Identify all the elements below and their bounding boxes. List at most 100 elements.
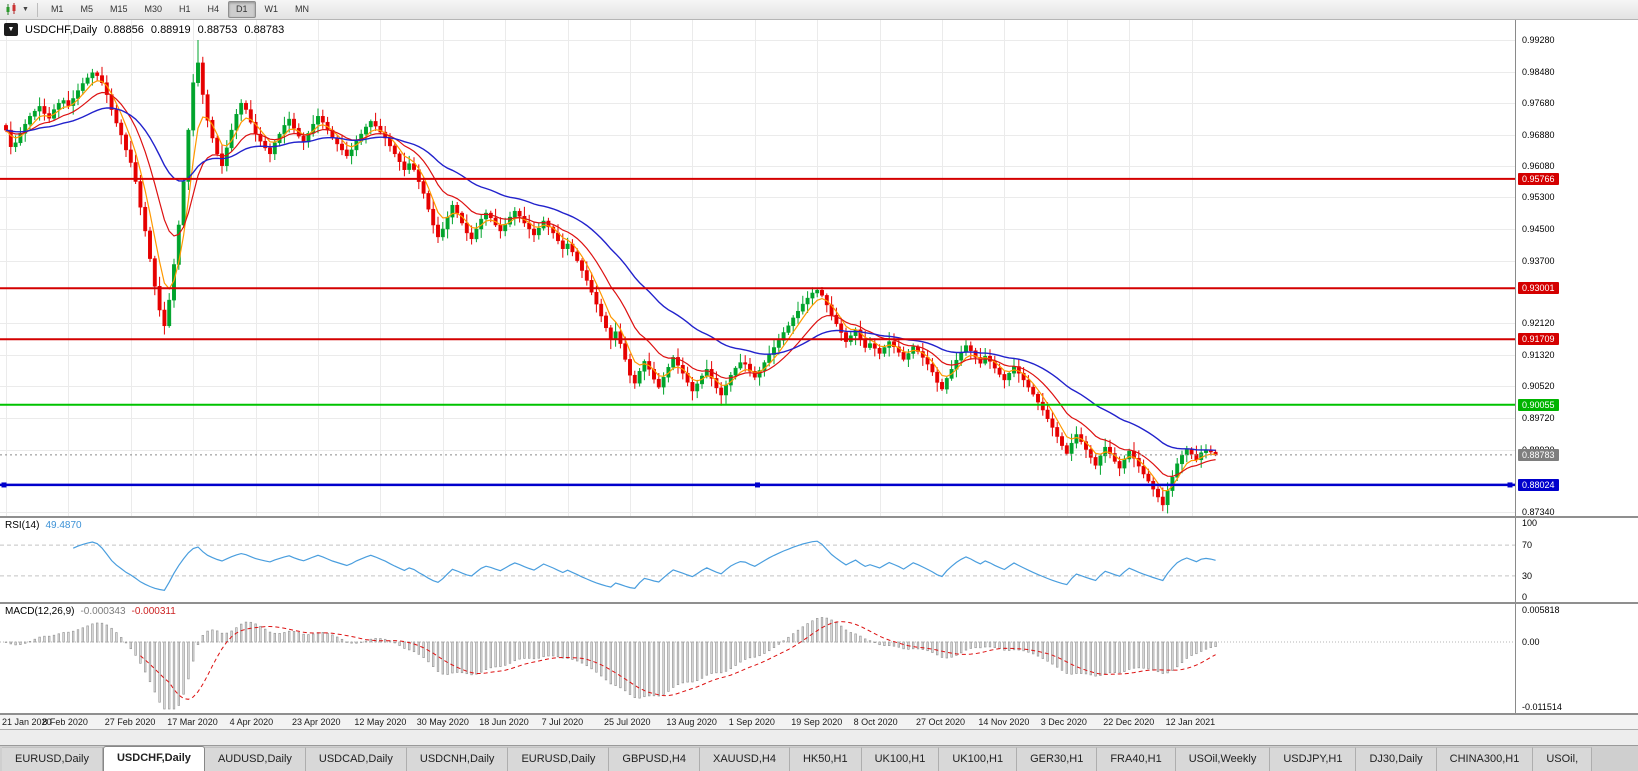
timeframe-button-h4[interactable]: H4 [207,4,220,14]
price-badge-0.93001: 0.93001 [1518,282,1559,295]
rsi-indicator-panel: RSI(14) 49.4870 100 70 30 0 [0,518,1638,604]
date-label: 7 Jul 2020 [541,717,584,727]
chart-tab-xauusd-h4[interactable]: XAUUSD,H4 [699,747,790,771]
price-axis-label: 0.99280 [1522,35,1555,45]
chart-tab-gbpusd-h4[interactable]: GBPUSD,H4 [609,747,700,771]
date-label: 30 May 2020 [416,717,469,727]
chart-selector-caret-icon[interactable]: ▼ [22,6,29,13]
price-axis-label: 0.95300 [1522,192,1555,203]
line-handle[interactable] [1,482,7,488]
chart-tab-usdchf-daily[interactable]: USDCHF,Daily [102,746,205,771]
macd-plot-area[interactable]: MACD(12,26,9) -0.000343 -0.000311 [0,604,1515,713]
rsi-axis[interactable]: 100 70 30 0 [1515,518,1638,602]
timeframe-button-h1[interactable]: H1 [179,4,191,14]
macd-signal-value: -0.000311 [131,606,176,617]
date-label: 17 Mar 2020 [167,717,218,727]
rsi-axis-label-0: 0 [1522,592,1528,602]
chart-tab-ger30-h1[interactable]: GER30,H1 [1017,747,1098,771]
macd-axis-label-0.005818: 0.005818 [1522,605,1560,615]
line-handle[interactable] [1507,482,1513,488]
chart-tab-uk100-h1[interactable]: UK100,H1 [861,747,940,771]
price-axis-label: 0.90520 [1522,381,1555,392]
time-axis[interactable]: 21 Jan 2020 8 Feb 2020 27 Feb 2020 17 Mar 2… [0,715,1638,730]
timeframe-button-w1[interactable]: W1 [264,4,279,14]
chart-symbol-period: USDCHF,Daily [25,23,98,36]
rsi-line [72,540,1216,591]
rsi-axis-label-30: 30 [1522,570,1533,581]
chart-tab-dj30-daily[interactable]: DJ30,Daily [1356,747,1437,771]
timeframe-button-mn[interactable]: MN [295,4,310,14]
price-axis-label: 0.93700 [1522,255,1555,266]
date-label: 18 Jun 2020 [479,717,529,727]
price-chart-panel: ▼ USDCHF,Daily 0.88856 0.88919 0.88753 0… [0,20,1638,518]
chart-tab-usoil-[interactable]: USOil, [1533,747,1593,771]
date-label: 19 Sep 2020 [791,717,843,727]
chart-tab-usdcad-daily[interactable]: USDCAD,Daily [305,747,407,771]
chart-grid [0,20,1515,516]
price-axis-label: 0.98480 [1522,66,1555,77]
price-badge-0.88024: 0.88024 [1518,478,1559,491]
chart-tab-usdjpy-h1[interactable]: USDJPY,H1 [1270,747,1357,771]
chart-selector-icon[interactable] [3,2,21,17]
timeframe-button-m5[interactable]: M5 [80,4,93,14]
mini-candlestick-icon [6,3,16,15]
date-label: 25 Jul 2020 [604,717,651,727]
date-label: 27 Feb 2020 [104,717,156,727]
moving-average-line-13 [5,91,1216,478]
ohlc-values: 0.88856 0.88919 0.88753 0.88783 [104,24,284,36]
chart-tab-china300-h1[interactable]: CHINA300,H1 [1436,747,1534,771]
chart-tab-audusd-daily[interactable]: AUDUSD,Daily [204,747,306,771]
macd-indicator-panel: MACD(12,26,9) -0.000343 -0.000311 0.0058… [0,604,1638,715]
date-label: 8 Feb 2020 [42,717,88,727]
date-label: 22 Dec 2020 [1103,717,1155,727]
rsi-current-value: 49.4870 [45,520,82,531]
macd-main-value: -0.000343 [80,606,126,617]
price-chart-plot-area[interactable]: ▼ USDCHF,Daily 0.88856 0.88919 0.88753 0… [0,20,1515,516]
rsi-svg [0,540,1515,591]
price-chart-svg [0,20,1515,516]
line-handle[interactable] [755,482,760,488]
close-value: 0.88783 [244,23,285,36]
price-badge-0.90055: 0.90055 [1518,398,1559,411]
timeframe-button-d1[interactable]: D1 [228,1,256,18]
timeframe-button-m30[interactable]: M30 [144,4,162,14]
chart-tab-uk100-h1[interactable]: UK100,H1 [939,747,1018,771]
date-label: 23 Apr 2020 [292,717,341,727]
rsi-plot-area[interactable]: RSI(14) 49.4870 [0,518,1515,602]
price-badge-0.91709: 0.91709 [1518,333,1559,346]
price-badge-0.95766: 0.95766 [1518,172,1559,185]
chart-tab-hk50-h1[interactable]: HK50,H1 [789,747,862,771]
price-axis-label: 0.96880 [1522,129,1555,140]
chart-tab-bar: EURUSD,Daily USDCHF,Daily AUDUSD,Daily USDC… [0,745,1638,771]
macd-name: MACD(12,26,9) [5,606,75,617]
timeframe-button-m15[interactable]: M15 [109,4,128,14]
rsi-label: RSI(14) 49.4870 [5,520,82,531]
date-label: 3 Dec 2020 [1040,717,1087,727]
macd-signal-line [140,621,1216,700]
chart-tab-usdcnh-daily[interactable]: USDCNH,Daily [406,747,509,771]
date-label: 21 Jan 2020 [2,717,52,727]
chart-tab-usoil-weekly[interactable]: USOil,Weekly [1175,747,1271,771]
chart-tab-fra40-h1[interactable]: FRA40,H1 [1097,747,1176,771]
timeframe-button-m1[interactable]: M1 [50,4,64,14]
chart-tab-eurusd-daily[interactable]: EURUSD,Daily [508,747,610,771]
price-axis-label: 0.91320 [1522,349,1555,360]
moving-average-line-34 [5,107,1216,451]
macd-label: MACD(12,26,9) -0.000343 -0.000311 [5,606,176,617]
date-label: 4 Apr 2020 [229,717,274,727]
price-axis-label: 0.97680 [1522,98,1555,109]
macd-axis[interactable]: 0.005818 0.00 -0.011514 [1515,604,1638,713]
date-label: 12 May 2020 [354,717,407,727]
price-axis[interactable]: 0.99280 0.98480 0.97680 0.96880 0.96080 0.953… [1515,20,1638,517]
chart-menu-button[interactable]: ▼ [4,23,18,36]
chart-tab-eurusd-daily[interactable]: EURUSD,Daily [2,747,103,771]
macd-axis-label--0.011514: -0.011514 [1522,702,1562,712]
rsi-name: RSI(14) [5,520,40,531]
macd-histogram [4,617,1217,710]
price-axis-label: 0.89720 [1522,412,1555,423]
date-label: 13 Aug 2020 [666,717,717,727]
date-label: 14 Nov 2020 [978,717,1030,727]
toolbar-separator [36,2,38,17]
price-badge-0.88783: 0.88783 [1518,448,1559,461]
macd-svg [0,617,1515,710]
